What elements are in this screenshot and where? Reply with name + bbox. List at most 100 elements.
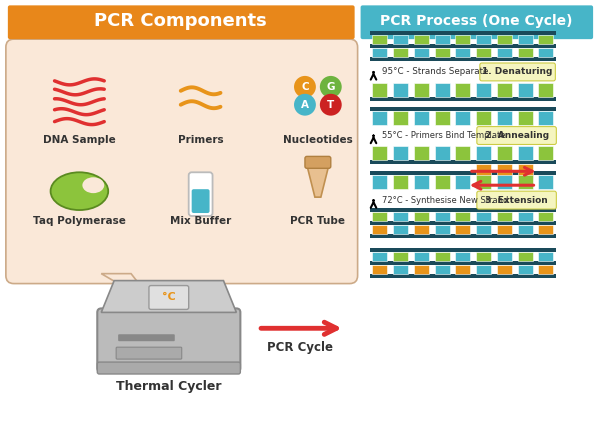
- FancyBboxPatch shape: [188, 172, 212, 216]
- Bar: [393, 225, 408, 234]
- Bar: [497, 83, 512, 97]
- Bar: [373, 225, 388, 234]
- Text: DNA Sample: DNA Sample: [43, 135, 116, 145]
- FancyBboxPatch shape: [149, 286, 188, 310]
- Bar: [538, 252, 553, 261]
- Text: Taq Polymerase: Taq Polymerase: [33, 216, 126, 226]
- Bar: [414, 111, 429, 125]
- Bar: [538, 48, 553, 57]
- FancyBboxPatch shape: [480, 63, 556, 81]
- Bar: [538, 265, 553, 274]
- FancyBboxPatch shape: [8, 5, 355, 39]
- Bar: [370, 57, 556, 61]
- Bar: [414, 83, 429, 97]
- Bar: [393, 35, 408, 44]
- Bar: [476, 252, 491, 261]
- Bar: [370, 44, 556, 48]
- Bar: [435, 225, 449, 234]
- Bar: [393, 48, 408, 57]
- Bar: [497, 48, 512, 57]
- Text: PCR Process (One Cycle): PCR Process (One Cycle): [380, 14, 572, 28]
- Bar: [370, 107, 556, 111]
- Bar: [435, 265, 449, 274]
- Bar: [476, 48, 491, 57]
- Text: 1. Denaturing: 1. Denaturing: [482, 68, 553, 76]
- Text: 55°C - Primers Bind Template: 55°C - Primers Bind Template: [382, 131, 506, 140]
- Bar: [455, 175, 470, 189]
- Polygon shape: [101, 274, 156, 306]
- Bar: [370, 31, 556, 35]
- Bar: [435, 146, 449, 160]
- Text: Nucleotides: Nucleotides: [283, 135, 353, 145]
- Bar: [497, 252, 512, 261]
- Text: C: C: [301, 82, 309, 92]
- Bar: [538, 146, 553, 160]
- FancyBboxPatch shape: [477, 191, 556, 209]
- Bar: [455, 48, 470, 57]
- Text: PCR Tube: PCR Tube: [290, 216, 346, 226]
- Bar: [455, 225, 470, 234]
- Bar: [518, 146, 533, 160]
- Bar: [455, 35, 470, 44]
- Bar: [476, 111, 491, 125]
- Bar: [370, 171, 556, 175]
- Bar: [538, 35, 553, 44]
- Bar: [476, 35, 491, 44]
- Bar: [518, 175, 533, 189]
- Bar: [370, 248, 556, 252]
- Bar: [435, 252, 449, 261]
- Bar: [393, 212, 408, 221]
- Bar: [393, 83, 408, 97]
- Bar: [518, 83, 533, 97]
- Bar: [497, 164, 512, 178]
- Bar: [414, 146, 429, 160]
- Bar: [497, 146, 512, 160]
- Bar: [393, 111, 408, 125]
- Text: 95°C - Strands Separate: 95°C - Strands Separate: [382, 68, 489, 76]
- Bar: [373, 48, 388, 57]
- Text: Primers: Primers: [178, 135, 223, 145]
- Text: PCR Components: PCR Components: [94, 12, 267, 30]
- FancyBboxPatch shape: [477, 126, 556, 144]
- Bar: [393, 146, 408, 160]
- Bar: [435, 48, 449, 57]
- FancyBboxPatch shape: [97, 362, 241, 374]
- Bar: [370, 160, 556, 164]
- Bar: [518, 164, 533, 178]
- Bar: [476, 212, 491, 221]
- FancyBboxPatch shape: [6, 39, 358, 283]
- Bar: [476, 164, 491, 178]
- Circle shape: [294, 94, 316, 116]
- Bar: [476, 225, 491, 234]
- Bar: [435, 111, 449, 125]
- Bar: [518, 111, 533, 125]
- FancyBboxPatch shape: [118, 334, 175, 341]
- Bar: [476, 83, 491, 97]
- Circle shape: [320, 94, 342, 116]
- Bar: [497, 212, 512, 221]
- Circle shape: [294, 76, 316, 98]
- FancyBboxPatch shape: [191, 189, 209, 213]
- Bar: [518, 35, 533, 44]
- Bar: [414, 225, 429, 234]
- Text: A: A: [301, 100, 309, 110]
- Bar: [518, 212, 533, 221]
- Bar: [373, 35, 388, 44]
- Bar: [538, 175, 553, 189]
- Text: 3. Extension: 3. Extension: [485, 196, 548, 204]
- Bar: [497, 265, 512, 274]
- Text: 2. Annealing: 2. Annealing: [485, 131, 548, 140]
- Ellipse shape: [50, 172, 108, 210]
- Bar: [518, 265, 533, 274]
- Bar: [414, 48, 429, 57]
- Bar: [538, 225, 553, 234]
- Bar: [370, 274, 556, 278]
- Bar: [455, 111, 470, 125]
- Bar: [414, 252, 429, 261]
- Bar: [455, 83, 470, 97]
- Bar: [538, 111, 553, 125]
- Text: 72°C - Synthesise New Strand: 72°C - Synthesise New Strand: [382, 196, 509, 204]
- Bar: [435, 35, 449, 44]
- Bar: [497, 111, 512, 125]
- Bar: [476, 175, 491, 189]
